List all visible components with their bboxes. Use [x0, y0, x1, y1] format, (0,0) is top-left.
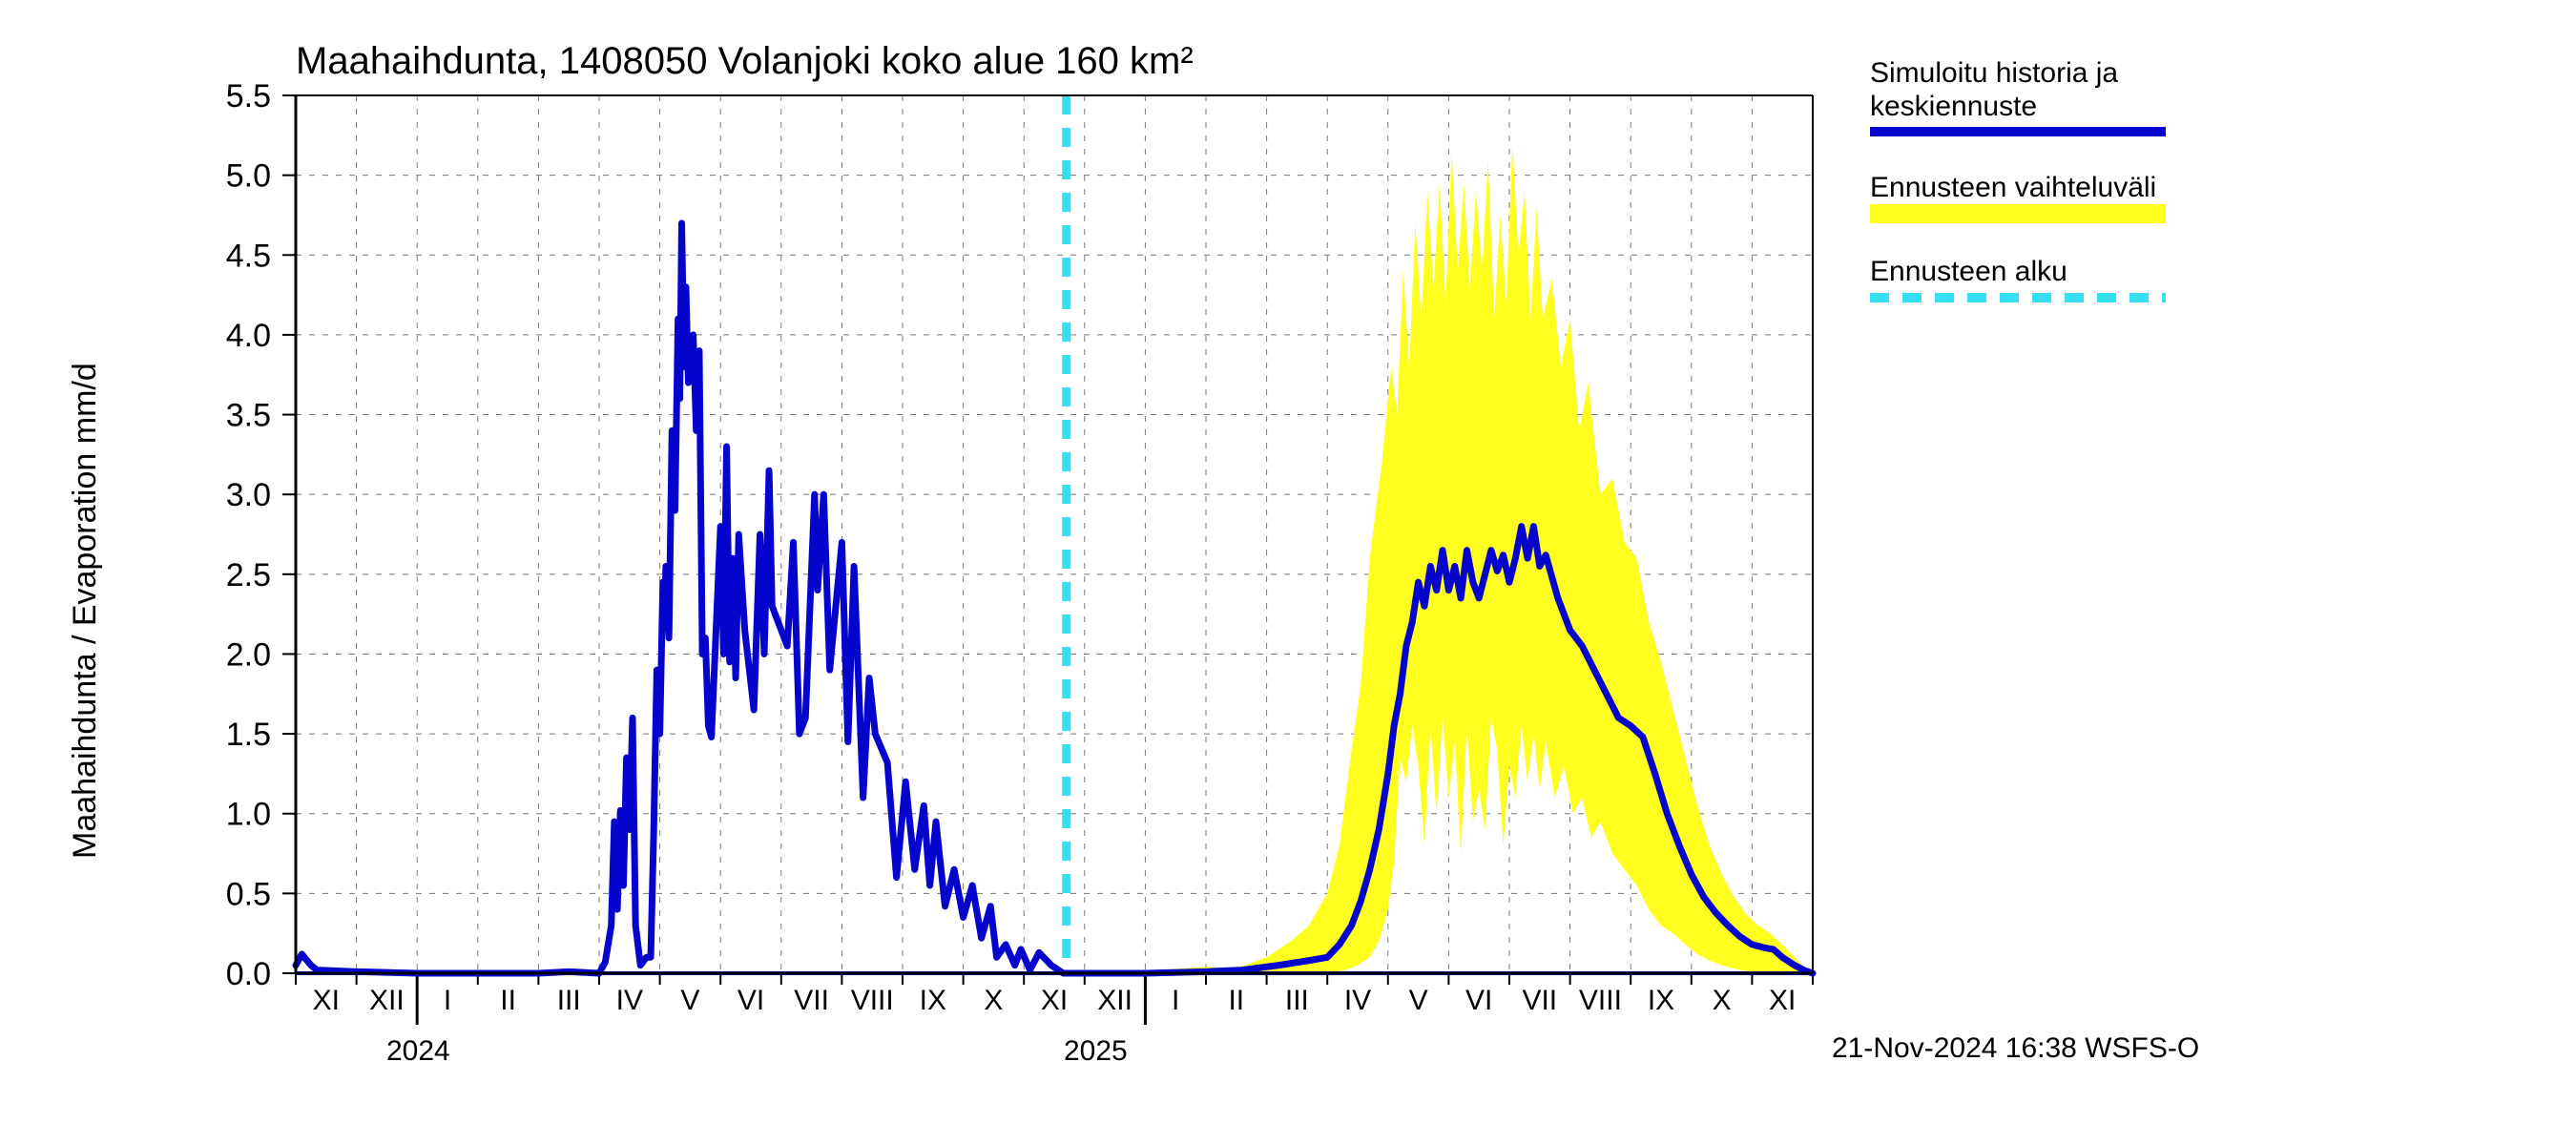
svg-text:II: II: [1228, 985, 1244, 1016]
svg-text:VIII: VIII: [851, 985, 894, 1016]
svg-text:II: II: [500, 985, 516, 1016]
svg-text:2.5: 2.5: [226, 557, 271, 593]
legend-range: Ennusteen vaihteluväli: [1870, 172, 2156, 203]
y-axis-label: Maahaihdunta / Evaporation mm/d: [67, 363, 104, 859]
svg-text:III: III: [1285, 985, 1309, 1016]
svg-text:VII: VII: [794, 985, 829, 1016]
svg-text:5.0: 5.0: [226, 158, 271, 195]
svg-text:2.0: 2.0: [226, 636, 271, 673]
svg-text:I: I: [444, 985, 451, 1016]
svg-text:I: I: [1172, 985, 1179, 1016]
svg-text:1.5: 1.5: [226, 717, 271, 753]
svg-text:4.0: 4.0: [226, 318, 271, 354]
legend-history-line2: keskiennuste: [1870, 91, 2037, 122]
chart-title: Maahaihdunta, 1408050 Volanjoki koko alu…: [296, 40, 1194, 83]
chart-container: Maahaihdunta, 1408050 Volanjoki koko alu…: [0, 0, 2576, 1145]
svg-text:1.0: 1.0: [226, 797, 271, 833]
svg-text:3.0: 3.0: [226, 477, 271, 513]
svg-text:0.0: 0.0: [226, 956, 271, 992]
year-label-2024: 2024: [386, 1035, 450, 1068]
svg-text:VIII: VIII: [1579, 985, 1622, 1016]
svg-text:X: X: [984, 985, 1003, 1016]
svg-text:VI: VI: [1465, 985, 1492, 1016]
svg-text:IV: IV: [616, 985, 643, 1016]
svg-text:XI: XI: [1769, 985, 1796, 1016]
timestamp-footer: 21-Nov-2024 16:38 WSFS-O: [1832, 1032, 2199, 1065]
svg-text:IX: IX: [1648, 985, 1674, 1016]
svg-text:V: V: [1409, 985, 1428, 1016]
svg-text:4.5: 4.5: [226, 238, 271, 274]
svg-text:III: III: [557, 985, 581, 1016]
svg-text:X: X: [1713, 985, 1732, 1016]
chart-plot-area: 0.00.51.01.52.02.53.03.54.04.55.05.5XIXI…: [0, 0, 2576, 1145]
year-label-2025: 2025: [1064, 1035, 1128, 1068]
svg-text:V: V: [680, 985, 699, 1016]
svg-text:XII: XII: [369, 985, 405, 1016]
svg-text:0.5: 0.5: [226, 876, 271, 912]
svg-text:IX: IX: [920, 985, 946, 1016]
svg-text:3.5: 3.5: [226, 398, 271, 434]
svg-text:XI: XI: [313, 985, 340, 1016]
svg-text:IV: IV: [1344, 985, 1371, 1016]
svg-text:XII: XII: [1097, 985, 1132, 1016]
svg-text:XI: XI: [1041, 985, 1068, 1016]
svg-text:VI: VI: [737, 985, 764, 1016]
legend-fstart: Ennusteen alku: [1870, 256, 2067, 287]
legend-history-line1: Simuloitu historia ja: [1870, 57, 2118, 89]
svg-text:VII: VII: [1522, 985, 1557, 1016]
svg-text:5.5: 5.5: [226, 78, 271, 114]
